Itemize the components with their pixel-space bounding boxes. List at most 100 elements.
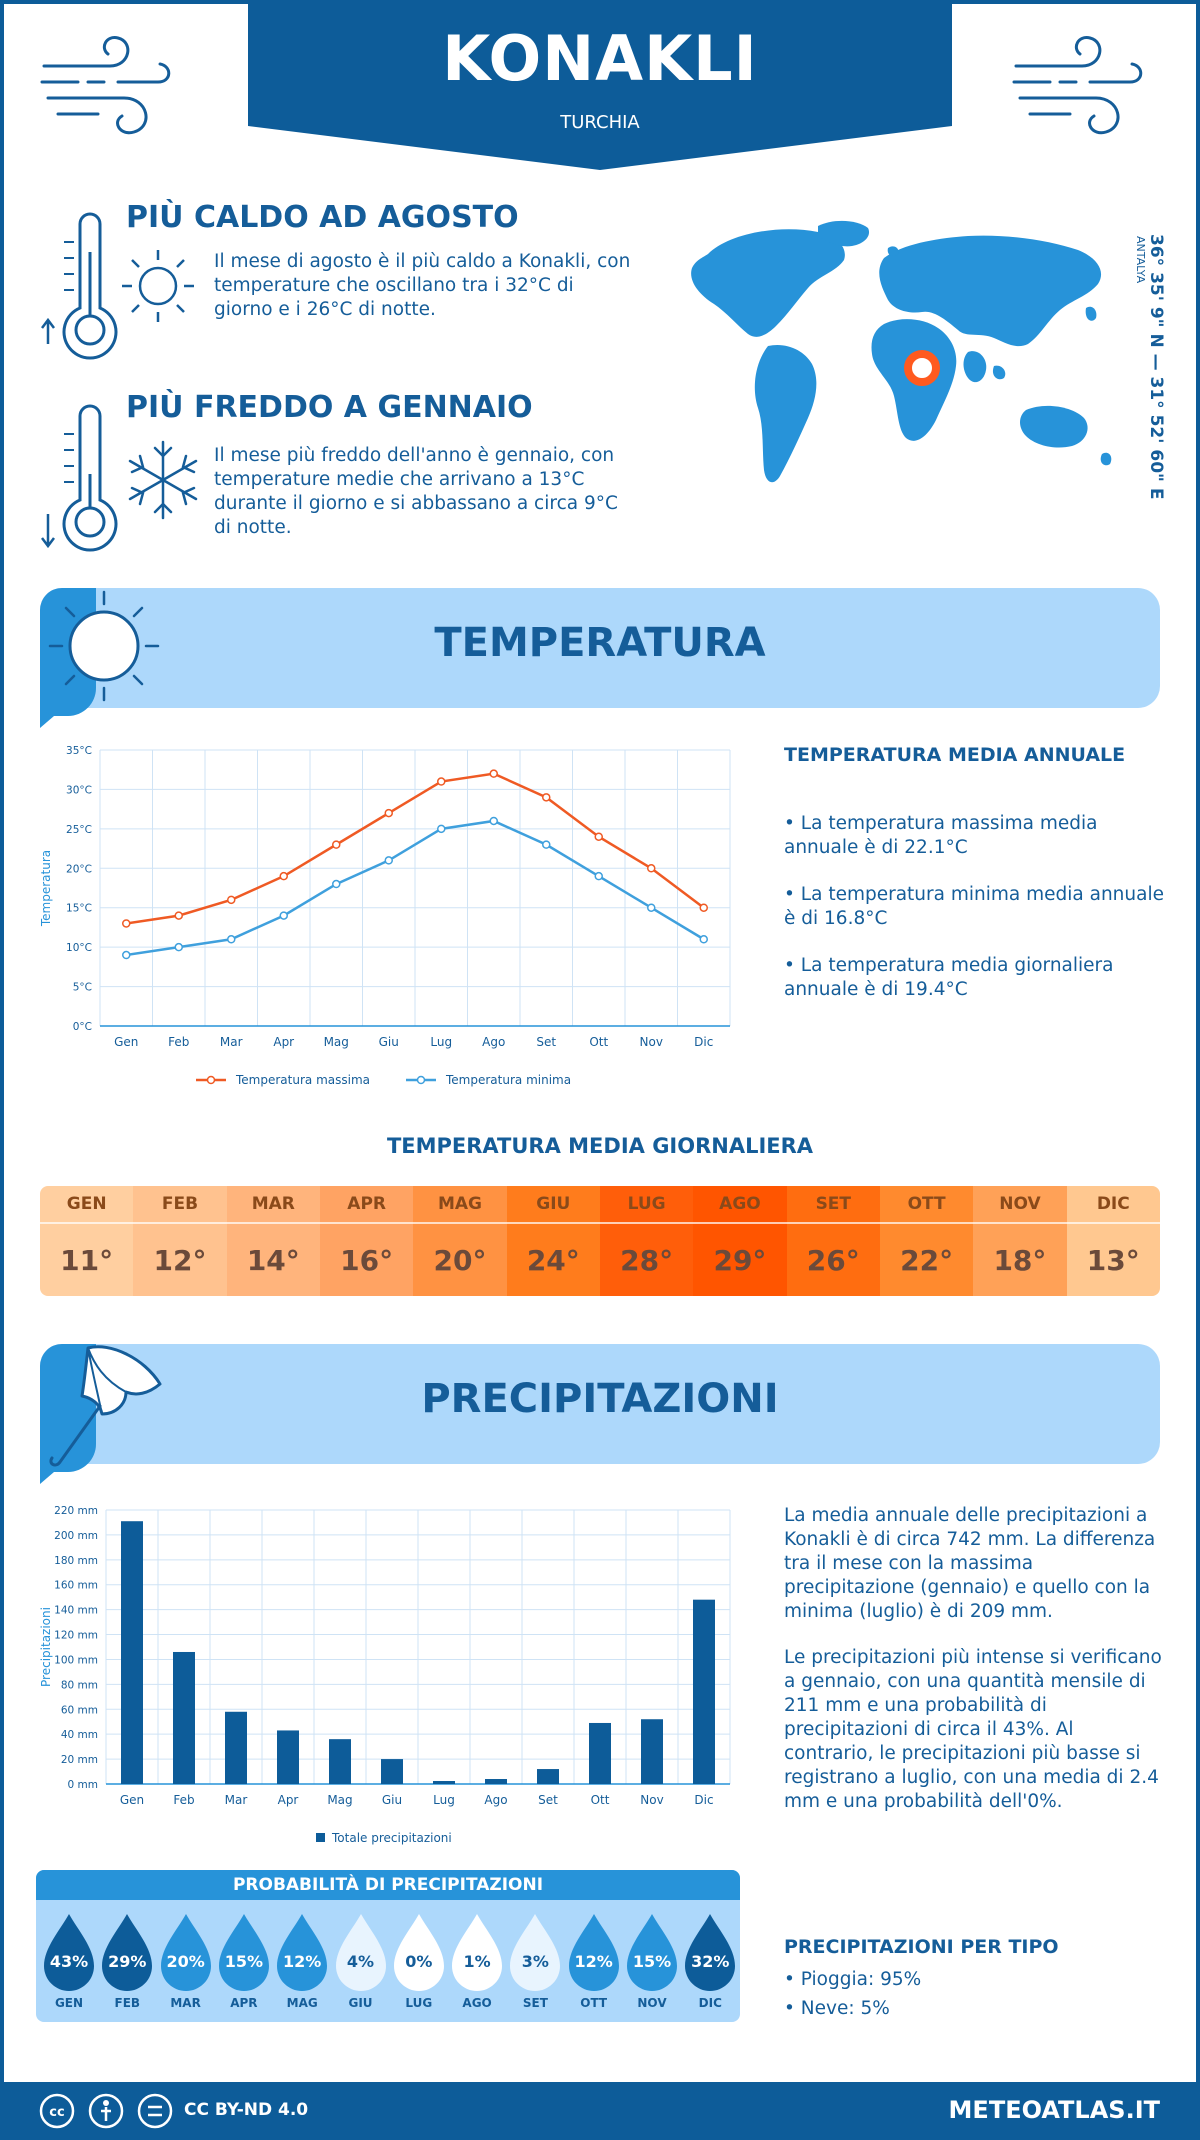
- y-tick-label: 5°C: [73, 982, 92, 994]
- hottest-title: PIÙ CALDO AD AGOSTO: [126, 200, 519, 235]
- precip-prob-month: MAG: [286, 1996, 318, 2010]
- daily-temp-cell: AGO 29°: [693, 1186, 787, 1296]
- precip-prob-item: 29% FEB: [98, 1912, 156, 2012]
- data-point: [594, 832, 603, 841]
- y-tick-label: 120 mm: [54, 1630, 98, 1642]
- y-tick-label: 30°C: [66, 784, 92, 796]
- license-icons[interactable]: cc: [38, 2092, 174, 2130]
- license-text[interactable]: CC BY-ND 4.0: [184, 2100, 309, 2120]
- daily-temp-title: TEMPERATURA MEDIA GIORNALIERA: [386, 1134, 814, 1158]
- legend-marker: [206, 1075, 216, 1085]
- data-point: [437, 777, 446, 786]
- bar: [589, 1722, 611, 1784]
- raindrop-icon: [218, 1914, 269, 1991]
- data-point: [279, 911, 288, 920]
- coldest-title: PIÙ FREDDO A GENNAIO: [126, 390, 533, 425]
- daily-temp-month: NOV: [973, 1186, 1067, 1224]
- series-line: [126, 772, 705, 925]
- temperature-chart: 0°C 5°C 10°C 15°C 20°C 25°C 30°C 35°C Gen Feb Mar A…: [39, 745, 731, 1087]
- y-tick-label: 15°C: [66, 903, 92, 915]
- precip-details: Le precipitazioni più intense si verific…: [784, 1647, 1162, 1812]
- data-point: [437, 824, 446, 834]
- y-axis-label: Precipitazioni: [39, 1607, 53, 1687]
- bar: [381, 1759, 403, 1784]
- daily-temp-month: FEB: [133, 1186, 227, 1224]
- annual-temp-title: TEMPERATURA MEDIA ANNUALE: [784, 744, 1126, 766]
- x-tick-label: Mag: [324, 1035, 349, 1049]
- daily-temp-value: 12°: [153, 1243, 207, 1277]
- world-map: [691, 220, 1112, 483]
- data-point: [332, 840, 341, 849]
- y-axis-label: Temperatura: [39, 850, 53, 927]
- y-tick-label: 0°C: [73, 1021, 92, 1033]
- daily-temp-cell: APR 16°: [319, 1186, 414, 1296]
- daily-temp-value: 18°: [993, 1243, 1047, 1277]
- bar: [433, 1781, 455, 1784]
- data-point: [489, 769, 498, 778]
- precip-prob-item: 12% MAG: [273, 1912, 331, 2012]
- y-tick-label: 25°C: [66, 824, 92, 836]
- site-link[interactable]: METEOATLAS.IT: [948, 2096, 1160, 2124]
- data-point: [332, 879, 341, 889]
- precip-prob-value: 32%: [691, 1952, 730, 1971]
- precip-prob-month: GEN: [54, 1996, 84, 2010]
- legend-swatch: [316, 1833, 325, 1842]
- raindrop-icon: [685, 1914, 736, 1991]
- daily-temp-value: 16°: [340, 1243, 394, 1277]
- bar: [225, 1711, 247, 1784]
- y-tick-label: 60 mm: [61, 1704, 98, 1716]
- daily-temp-month: AGO: [693, 1186, 787, 1224]
- daily-temp-value: 29°: [713, 1243, 767, 1277]
- x-tick-label: Feb: [173, 1793, 194, 1807]
- precip-prob-value: 29%: [108, 1952, 147, 1971]
- precip-prob-item: 15% NOV: [623, 1912, 681, 2012]
- y-tick-label: 0 mm: [68, 1779, 98, 1791]
- precip-prob-month: OTT: [580, 1996, 608, 2010]
- precip-type-title: PRECIPITAZIONI PER TIPO: [784, 1936, 1059, 1958]
- data-point: [542, 793, 551, 802]
- hottest-text: Il mese di agosto è il più caldo a Konak…: [214, 251, 631, 320]
- sun-icon: [122, 250, 194, 322]
- x-tick-label: Ott: [589, 1035, 608, 1049]
- precip-prob-item: 15% APR: [215, 1912, 273, 2012]
- daily-temp-cell: LUG 28°: [599, 1186, 694, 1296]
- precipitation-section-title: PRECIPITAZIONI: [421, 1376, 779, 1422]
- bar: [485, 1779, 507, 1784]
- daily-temp-cell: GIU 24°: [506, 1186, 600, 1296]
- daily-temp-cell: GEN 11°: [40, 1186, 134, 1296]
- y-tick-label: 180 mm: [54, 1555, 98, 1567]
- daily-temp-value: 28°: [620, 1243, 674, 1277]
- daily-temp-month: GEN: [40, 1186, 134, 1224]
- x-tick-label: Nov: [640, 1793, 663, 1807]
- raindrop-icon: [160, 1914, 211, 1991]
- data-point: [699, 935, 708, 944]
- daily-temp-month: GIU: [506, 1186, 600, 1224]
- precip-prob-value: 15%: [632, 1952, 672, 1971]
- y-tick-label: 200 mm: [54, 1530, 98, 1542]
- precip-prob-value: 20%: [166, 1952, 205, 1971]
- daily-temp-month: DIC: [1066, 1186, 1160, 1224]
- daily-temp-month: MAR: [226, 1186, 320, 1224]
- thermometer-up-icon: [41, 212, 118, 360]
- precip-prob-value: 12%: [283, 1952, 322, 1971]
- x-tick-label: Ago: [484, 1793, 507, 1807]
- bar: [121, 1521, 143, 1784]
- wind-icon-left: [40, 36, 171, 135]
- series-line: [126, 819, 705, 957]
- data-point: [489, 816, 498, 826]
- precip-prob-item: 4% GIU: [332, 1912, 390, 2012]
- y-tick-label: 40 mm: [61, 1729, 98, 1741]
- header-banner: [248, 0, 952, 170]
- umbrella-icon: [40, 1344, 162, 1484]
- data-point: [174, 911, 183, 920]
- country-label: TURCHIA: [560, 112, 640, 133]
- data-point: [174, 942, 183, 952]
- x-tick-label: Mar: [220, 1035, 243, 1049]
- x-tick-label: Nov: [640, 1035, 663, 1049]
- daily-temp-cell: FEB 12°: [133, 1186, 227, 1296]
- daily-temp-value: 26°: [806, 1243, 860, 1277]
- y-tick-label: 20°C: [66, 863, 92, 875]
- daily-temp-month: LUG: [599, 1186, 694, 1224]
- bar: [693, 1599, 715, 1784]
- x-tick-label: Gen: [114, 1035, 138, 1049]
